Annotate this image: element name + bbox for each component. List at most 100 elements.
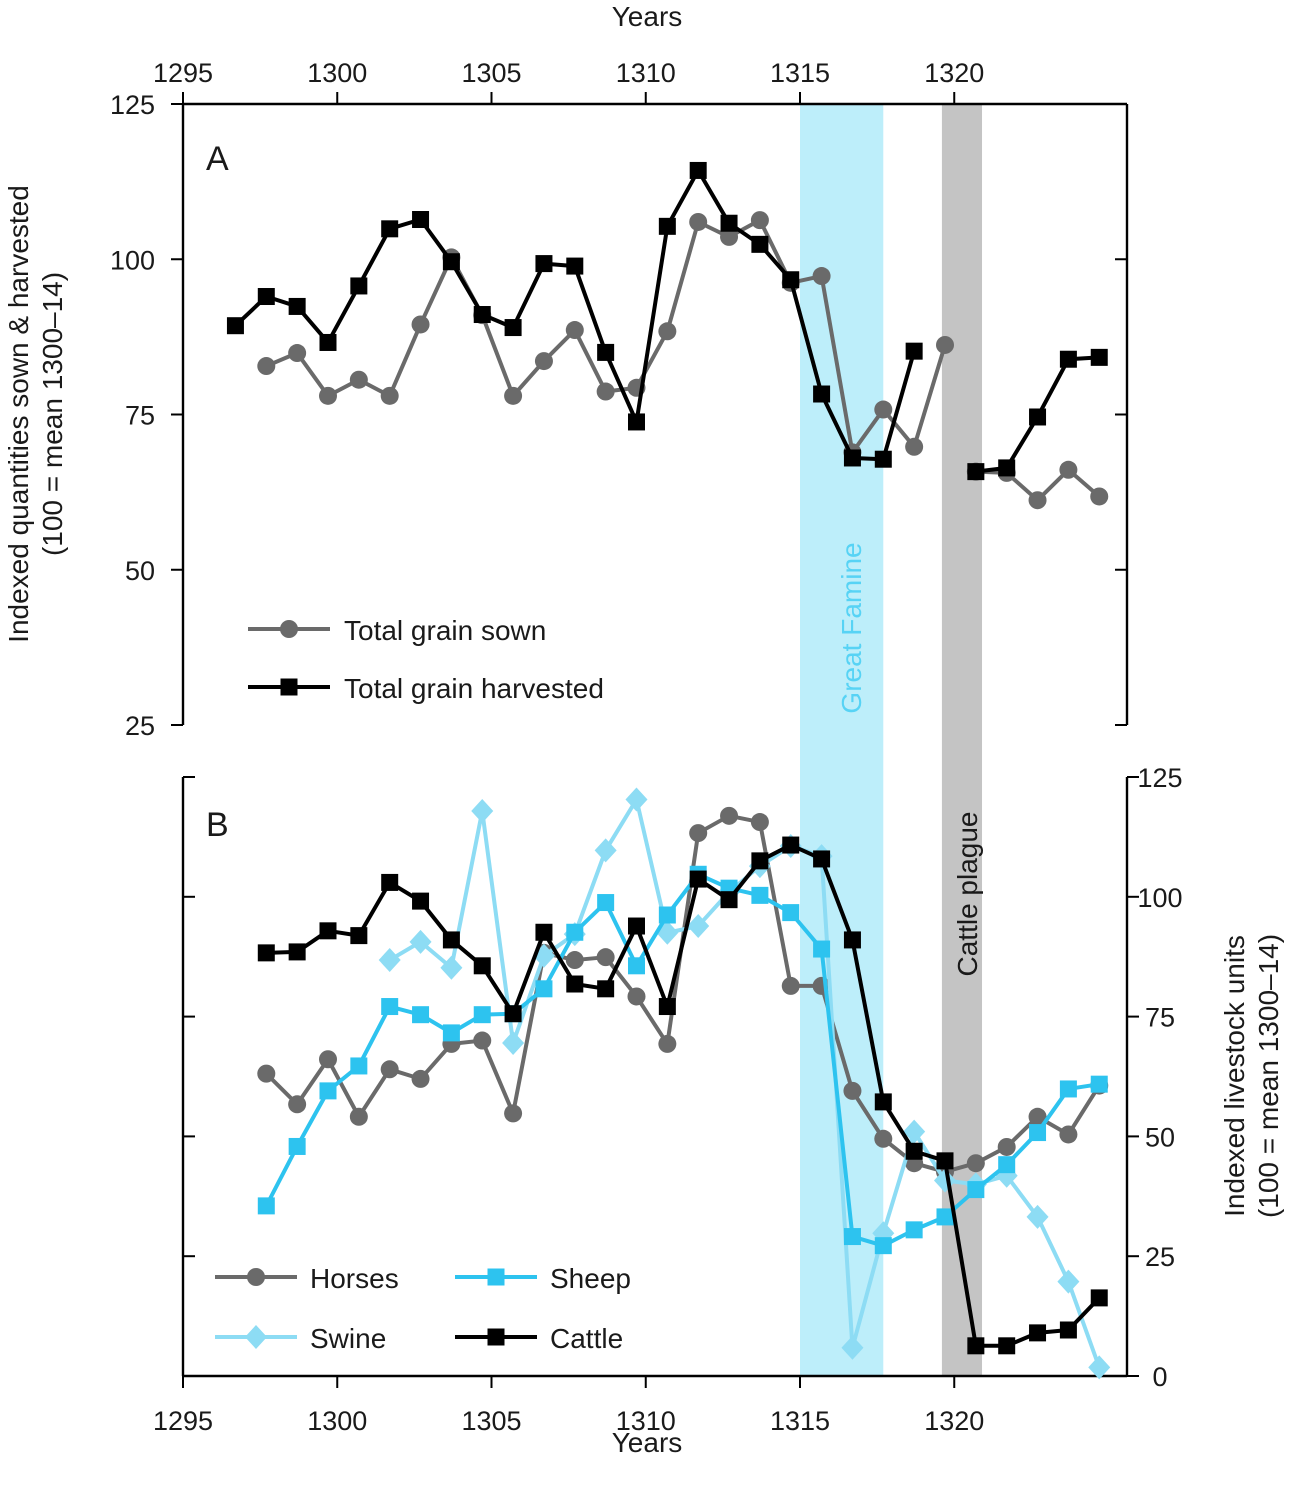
panel-a-legend: Total grain sown Total grain harvested <box>248 615 604 704</box>
point-total-grain-harvested-1316-7 <box>843 449 861 467</box>
point-cattle-1302-7 <box>412 892 430 910</box>
point-cattle-1303-7 <box>442 931 460 949</box>
panel-a-series <box>226 161 1109 510</box>
panel-b-right-y-tick-label-75: 75 <box>1145 1003 1175 1033</box>
legend-swatch-horses <box>215 1268 297 1286</box>
panel-a-ticks: 1295 1300 1305 1310 1315 1320 25 50 75 100 125 <box>110 58 1127 741</box>
point-sheep-1310-7 <box>658 906 676 924</box>
point-cattle-1313-7 <box>751 852 769 870</box>
point-horses-1297-7 <box>257 1064 276 1083</box>
point-total-grain-sown-1311-7 <box>689 212 708 231</box>
point-total-grain-harvested-1306-7 <box>535 255 553 273</box>
point-cattle-1305-7 <box>504 1005 522 1023</box>
point-horses-1308-7 <box>596 948 615 967</box>
point-cattle-1316-7 <box>843 931 861 949</box>
point-swine-1323-7 <box>1057 1269 1080 1294</box>
point-cattle-1317-7 <box>874 1093 892 1111</box>
legend-marker-total-grain-harvested <box>280 678 298 696</box>
point-cattle-1306-7 <box>535 923 553 941</box>
panel-b-legend: Horses Swine Sheep Cattle <box>215 1263 631 1354</box>
panel-b-bottom-x-tick-label-1300: 1300 <box>307 1406 367 1436</box>
point-cattle-1309-7 <box>627 917 645 935</box>
panel-a-y-axis-title-line-2: (100 = mean 1300–14) <box>37 272 68 556</box>
point-total-grain-harvested-1298-7 <box>288 297 306 315</box>
point-total-grain-harvested-1299-7 <box>319 333 337 351</box>
legend-swatch-cattle <box>455 1328 537 1346</box>
point-total-grain-sown-1297-7 <box>257 357 276 376</box>
point-sheep-1324-7 <box>1090 1075 1108 1093</box>
panel-a-left-y-tick-label-125: 125 <box>110 90 155 120</box>
point-sheep-1318-7 <box>905 1221 923 1239</box>
panel-b-bottom-x-tick-label-1320: 1320 <box>924 1406 984 1436</box>
point-horses-1321-7 <box>997 1137 1016 1156</box>
point-sheep-1322-7 <box>1029 1124 1047 1142</box>
point-sheep-1320-7 <box>967 1181 985 1199</box>
point-total-grain-sown-1298-7 <box>288 344 307 363</box>
panel-b-label: B <box>206 806 229 844</box>
point-cattle-1314-7 <box>782 836 800 854</box>
point-sheep-1307-7 <box>566 923 584 941</box>
shaded-regions <box>800 104 983 1376</box>
point-cattle-1301-7 <box>381 873 399 891</box>
point-swine-1305-7 <box>502 1030 525 1055</box>
point-sheep-1302-7 <box>412 1006 430 1024</box>
point-horses-1305-7 <box>504 1104 523 1123</box>
panel-b-y-axis-title-line-1: Indexed livestock units <box>1219 935 1250 1217</box>
point-sheep-1314-7 <box>782 904 800 922</box>
point-horses-1311-7 <box>689 824 708 843</box>
point-swine-1318-7 <box>903 1119 926 1144</box>
point-sheep-1319-7 <box>936 1208 954 1226</box>
point-horses-1322-7 <box>1028 1107 1047 1126</box>
point-sheep-1306-7 <box>535 980 553 998</box>
legend-label-total-grain-harvested: Total grain harvested <box>344 673 604 704</box>
point-horses-1301-7 <box>380 1060 399 1079</box>
panel-b-right-y-tick-label-0: 0 <box>1152 1362 1167 1392</box>
legend-label-total-grain-sown: Total grain sown <box>344 615 546 646</box>
point-swine-1308-7 <box>594 838 617 863</box>
point-sheep-1317-7 <box>874 1237 892 1255</box>
series-swine <box>378 787 1111 1380</box>
point-cattle-1315-7 <box>813 850 831 868</box>
panel-b-x-axis-title: Years <box>612 1427 683 1458</box>
point-sheep-1298-7 <box>288 1137 306 1155</box>
point-sheep-1323-7 <box>1059 1080 1077 1098</box>
point-cattle-1297-7 <box>257 944 275 962</box>
panel-b-bottom-x-tick-label-1315: 1315 <box>770 1406 830 1436</box>
point-total-grain-sown-1312-7 <box>720 227 739 246</box>
panel-a-top-x-tick-label-1320: 1320 <box>924 58 984 88</box>
panel-a-label: A <box>206 140 229 178</box>
panel-a-top-x-tick-label-1300: 1300 <box>307 58 367 88</box>
point-total-grain-harvested-1323-7 <box>1059 350 1077 368</box>
point-total-grain-harvested-1322-7 <box>1029 408 1047 426</box>
point-total-grain-harvested-1321-7 <box>998 459 1016 477</box>
point-total-grain-sown-1323-7 <box>1059 460 1078 479</box>
point-total-grain-harvested-1300-7 <box>350 277 368 295</box>
point-cattle-1299-7 <box>319 922 337 940</box>
panel-a-left-y-tick-label-75: 75 <box>125 401 155 431</box>
point-total-grain-sown-1317-7 <box>874 400 893 419</box>
point-horses-1302-7 <box>411 1069 430 1088</box>
series-total-grain-harvested <box>226 161 1108 481</box>
legend-swatch-sheep <box>455 1268 537 1286</box>
point-total-grain-sown-1318-7 <box>905 437 924 456</box>
panel-b-ticks: 1295 1300 1305 1310 1315 1320 0 25 50 75 100 125 <box>153 763 1183 1436</box>
point-total-grain-sown-1322-7 <box>1028 491 1047 510</box>
point-horses-1307-7 <box>565 951 584 970</box>
point-swine-1304-7 <box>471 799 494 824</box>
panel-b-right-y-tick-label-50: 50 <box>1145 1122 1175 1152</box>
point-sheep-1316-7 <box>843 1228 861 1246</box>
point-total-grain-harvested-1310-7 <box>658 217 676 235</box>
point-horses-1323-7 <box>1059 1125 1078 1144</box>
point-total-grain-sown-1310-7 <box>658 322 677 341</box>
panel-b-bottom-x-tick-label-1295: 1295 <box>153 1406 213 1436</box>
point-cattle-1312-7 <box>720 891 738 909</box>
point-horses-1299-7 <box>318 1050 337 1069</box>
point-cattle-1308-7 <box>597 980 615 998</box>
point-swine-1309-7 <box>625 787 648 812</box>
legend-label-cattle: Cattle <box>550 1323 623 1354</box>
point-cattle-1322-7 <box>1029 1324 1047 1342</box>
cattle-plague-label: Cattle plague <box>952 811 983 976</box>
point-total-grain-harvested-1297-7 <box>257 288 275 306</box>
point-sheep-1304-7 <box>473 1006 491 1024</box>
series-line-sheep-0 <box>264 872 1100 1248</box>
